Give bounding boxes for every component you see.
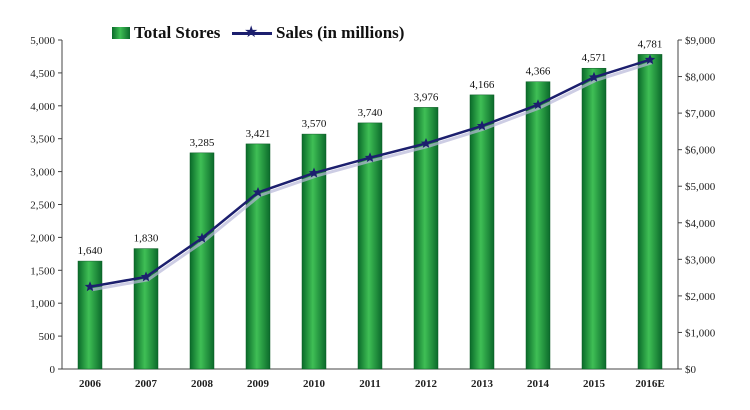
bar-data-label: 3,421 bbox=[246, 128, 271, 140]
x-tick-label: 2010 bbox=[303, 378, 326, 390]
bar-total-stores bbox=[133, 248, 159, 370]
x-tick-label: 2016E bbox=[635, 378, 664, 390]
left-tick-label: 1,500 bbox=[30, 265, 55, 277]
bar-total-stores bbox=[525, 81, 551, 370]
bar-data-label: 4,571 bbox=[582, 52, 607, 64]
star-marker-icon: ★ bbox=[244, 22, 259, 41]
bar-data-label: 4,781 bbox=[638, 38, 663, 50]
left-tick-label: 4,000 bbox=[30, 101, 55, 113]
right-tick-label: $0 bbox=[685, 364, 697, 376]
right-tick-label: $7,000 bbox=[685, 108, 716, 120]
x-tick-label: 2009 bbox=[247, 378, 270, 390]
line-group bbox=[84, 54, 656, 292]
sales-point-marker bbox=[252, 186, 264, 197]
x-tick-label: 2008 bbox=[191, 378, 214, 390]
right-tick-label: $8,000 bbox=[685, 72, 716, 84]
sales-point-marker bbox=[140, 271, 152, 282]
bar-total-stores bbox=[469, 94, 495, 370]
right-tick-label: $9,000 bbox=[685, 35, 716, 47]
x-tick-label: 2007 bbox=[135, 378, 158, 390]
legend-label-sales: Sales (in millions) bbox=[276, 23, 405, 42]
bar-data-label: 1,830 bbox=[134, 233, 159, 245]
left-tick-label: 3,000 bbox=[30, 167, 55, 179]
labels-group: 1,640 1,830 3,285 3,421 3,570 3,740 3,976 4,166… bbox=[78, 38, 663, 257]
bar-data-label: 3,285 bbox=[190, 137, 215, 149]
left-tick-label: 2,000 bbox=[30, 232, 55, 244]
right-tick-label: $5,000 bbox=[685, 181, 716, 193]
sales-point-marker bbox=[308, 167, 320, 178]
x-tick-label: 2013 bbox=[471, 378, 494, 390]
sales-point-marker bbox=[84, 281, 96, 292]
sales-point-marker bbox=[532, 99, 544, 110]
legend-item-sales: ★ Sales (in millions) bbox=[232, 20, 404, 46]
left-tick-label: 1,000 bbox=[30, 298, 55, 310]
axes-group: 0 500 1,000 1,500 2,000 2,500 3,000 3,500 4,000 4… bbox=[30, 35, 716, 390]
legend-bar-swatch bbox=[112, 27, 130, 39]
sales-point-marker bbox=[644, 54, 656, 65]
sales-point-marker bbox=[196, 232, 208, 243]
right-tick-label: $1,000 bbox=[685, 327, 716, 339]
sales-point-marker bbox=[588, 71, 600, 82]
right-tick-label: $3,000 bbox=[685, 254, 716, 266]
sales-point-marker bbox=[420, 137, 432, 148]
left-tick-label: 3,500 bbox=[30, 134, 55, 146]
bar-data-label: 3,740 bbox=[358, 107, 383, 119]
bar-total-stores bbox=[245, 143, 271, 370]
left-tick-label: 2,500 bbox=[30, 200, 55, 212]
bar-data-label: 4,166 bbox=[470, 79, 495, 91]
left-tick-label: 0 bbox=[50, 364, 56, 376]
legend-line-swatch: ★ bbox=[232, 22, 272, 41]
bars-group bbox=[77, 54, 663, 370]
left-tick-label: 500 bbox=[39, 331, 56, 343]
left-tick-label: 5,000 bbox=[30, 35, 55, 47]
right-tick-label: $6,000 bbox=[685, 145, 716, 157]
x-tick-label: 2006 bbox=[79, 378, 102, 390]
bar-data-label: 4,366 bbox=[526, 66, 551, 78]
x-tick-label: 2011 bbox=[359, 378, 380, 390]
x-tick-label: 2014 bbox=[527, 378, 550, 390]
bar-data-label: 3,976 bbox=[414, 91, 439, 103]
bar-data-label: 3,570 bbox=[302, 118, 327, 130]
legend-label-total-stores: Total Stores bbox=[134, 23, 221, 42]
x-tick-label: 2015 bbox=[583, 378, 606, 390]
bar-data-label: 1,640 bbox=[78, 245, 103, 257]
bar-total-stores bbox=[189, 152, 215, 370]
sales-point-marker bbox=[476, 120, 488, 131]
right-tick-label: $2,000 bbox=[685, 291, 716, 303]
sales-point-marker bbox=[364, 152, 376, 163]
bar-total-stores bbox=[413, 107, 439, 370]
bar-total-stores bbox=[77, 260, 103, 370]
bar-total-stores bbox=[637, 54, 663, 370]
x-tick-label: 2012 bbox=[415, 378, 438, 390]
bar-total-stores bbox=[581, 67, 607, 370]
right-tick-label: $4,000 bbox=[685, 218, 716, 230]
legend-item-total-stores: Total Stores bbox=[112, 20, 220, 46]
left-tick-label: 4,500 bbox=[30, 68, 55, 80]
legend: Total Stores ★ Sales (in millions) bbox=[0, 20, 750, 46]
